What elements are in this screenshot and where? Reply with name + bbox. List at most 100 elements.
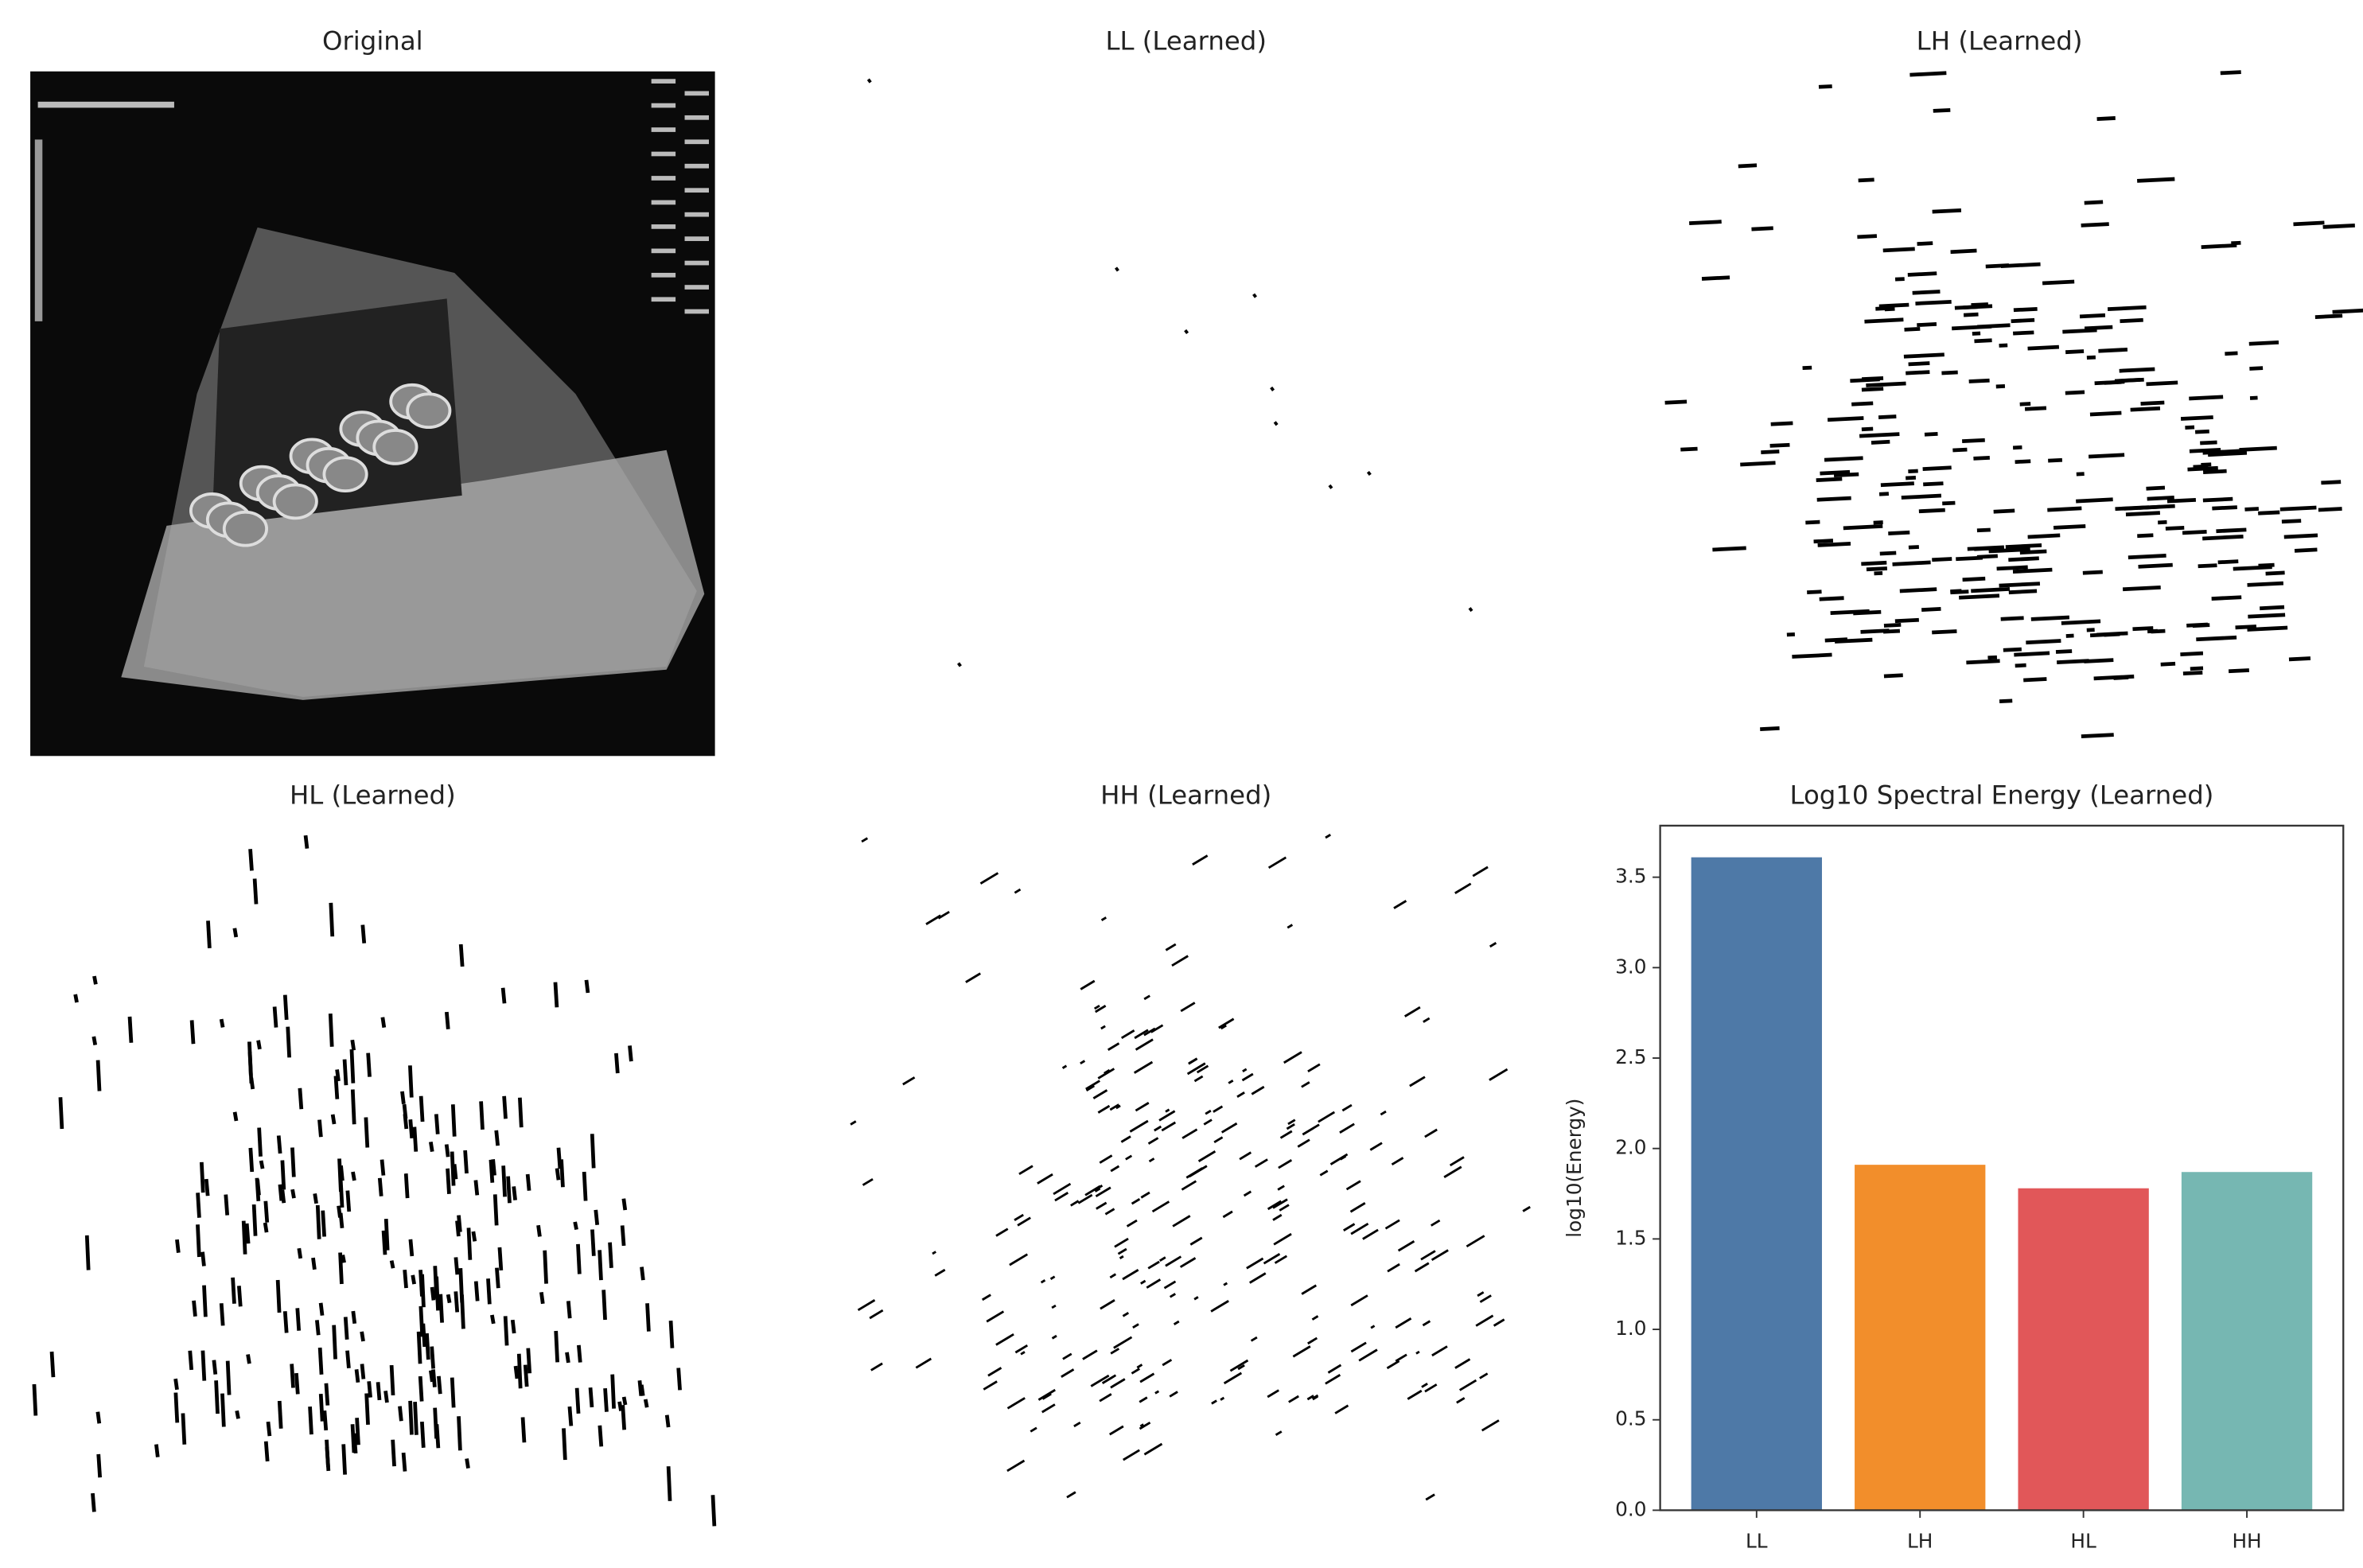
texture-stroke [1169,1293,1176,1298]
texture-stroke [248,849,254,871]
texture-stroke [1147,1137,1159,1145]
texture-stroke [1479,1294,1492,1303]
texture-stroke [510,1319,516,1334]
texture-stroke [214,1380,220,1414]
texture-stroke [463,1150,469,1174]
texture-stroke [1054,1192,1069,1202]
texture-stroke [1301,1081,1310,1088]
texture-stroke [2096,116,2116,121]
texture-stroke [95,1060,102,1091]
texture-stroke [236,1286,243,1307]
texture-stroke [1189,1236,1203,1246]
texture-stroke [413,1402,418,1435]
texture-stroke [501,1165,507,1197]
texture-stroke [2180,415,2213,421]
texture-stroke [1096,1201,1108,1210]
texture-stroke [1037,1173,1053,1185]
texture-stroke [556,1147,563,1169]
texture-stroke [1277,1185,1285,1191]
texture-stroke [349,1049,356,1084]
texture-stroke [490,1314,496,1325]
texture-stroke [1122,1312,1130,1317]
texture-stroke [366,1052,372,1077]
y-tick-label: 1.0 [1615,1317,1646,1340]
texture-stroke [979,872,999,885]
texture-stroke [360,1331,365,1342]
texture-stroke [1349,1202,1366,1213]
texture-stroke [1318,1111,1336,1123]
texture-stroke [1092,1089,1108,1099]
texture-stroke [567,1406,574,1426]
texture-stroke [1288,1395,1299,1403]
texture-stroke [345,1350,351,1368]
x-tick-label: HH [2232,1529,2261,1552]
texture-stroke [350,1039,356,1051]
texture-stroke [2201,243,2237,249]
texture-stroke [1120,1029,1135,1040]
texture-stroke [364,1117,370,1148]
texture-stroke [598,1250,603,1281]
texture-stroke [1475,1314,1494,1327]
overlay-text [684,212,709,217]
texture-stroke [429,1370,434,1383]
texture-stroke [325,1446,331,1472]
ultrasound-blob [222,510,268,547]
texture-stroke [263,1200,270,1223]
texture-stroke [1181,1180,1197,1191]
texture-stroke [1085,1084,1096,1092]
texture-stroke [1108,1425,1124,1436]
texture-stroke [2079,313,2106,319]
texture-stroke [1133,1060,1154,1074]
texture-stroke [272,1006,278,1028]
texture-stroke [1161,1121,1177,1132]
texture-stroke [91,1492,96,1512]
texture-stroke [1875,305,1894,311]
panel-title: HL (Learned) [290,780,456,811]
texture-stroke [1866,566,1888,572]
texture-stroke [1140,1191,1150,1199]
texture-stroke [1139,1423,1144,1428]
texture-stroke [2084,200,2104,205]
texture-stroke [248,1147,255,1173]
texture-stroke [2265,570,2285,576]
panel-title: LH (Learned) [1917,26,2083,56]
texture-stroke [1421,1383,1428,1388]
texture-stroke [1906,476,1917,481]
texture-stroke [983,1380,998,1391]
texture-stroke [1097,1104,1111,1114]
texture-stroke [1148,1158,1155,1163]
texture-stroke [389,1260,395,1269]
texture-stroke [1051,1334,1057,1340]
texture-stroke [295,1308,302,1331]
texture-stroke [539,1292,545,1305]
texture-stroke [1158,1256,1166,1263]
panel-title: LL (Learned) [1105,26,1266,56]
texture-stroke [573,1221,578,1231]
texture-stroke [1879,551,1897,556]
texture-stroke [1362,1228,1379,1240]
texture-stroke [450,1377,456,1408]
texture-stroke [454,1257,460,1275]
texture-stroke [315,1204,321,1239]
texture-stroke [565,1352,570,1364]
texture-stroke [389,1364,395,1396]
texture-stroke [1006,1397,1026,1410]
texture-stroke [2008,556,2039,562]
texture-stroke [2220,70,2241,76]
texture-stroke [2248,340,2279,346]
texture-stroke [1738,163,1758,169]
texture-stroke [2189,395,2224,401]
image-background [843,825,1528,1511]
texture-stroke [1915,299,1952,305]
texture-stroke [1971,302,1989,307]
texture-stroke [380,1017,387,1028]
texture-stroke [1387,1263,1400,1273]
texture-stroke [351,1171,356,1181]
texture-stroke [492,1194,499,1226]
texture-stroke [2000,262,2041,268]
texture-stroke [1664,399,1688,405]
texture-stroke [1179,1257,1197,1268]
texture-stroke [1424,1383,1438,1393]
texture-stroke [1014,1344,1029,1354]
